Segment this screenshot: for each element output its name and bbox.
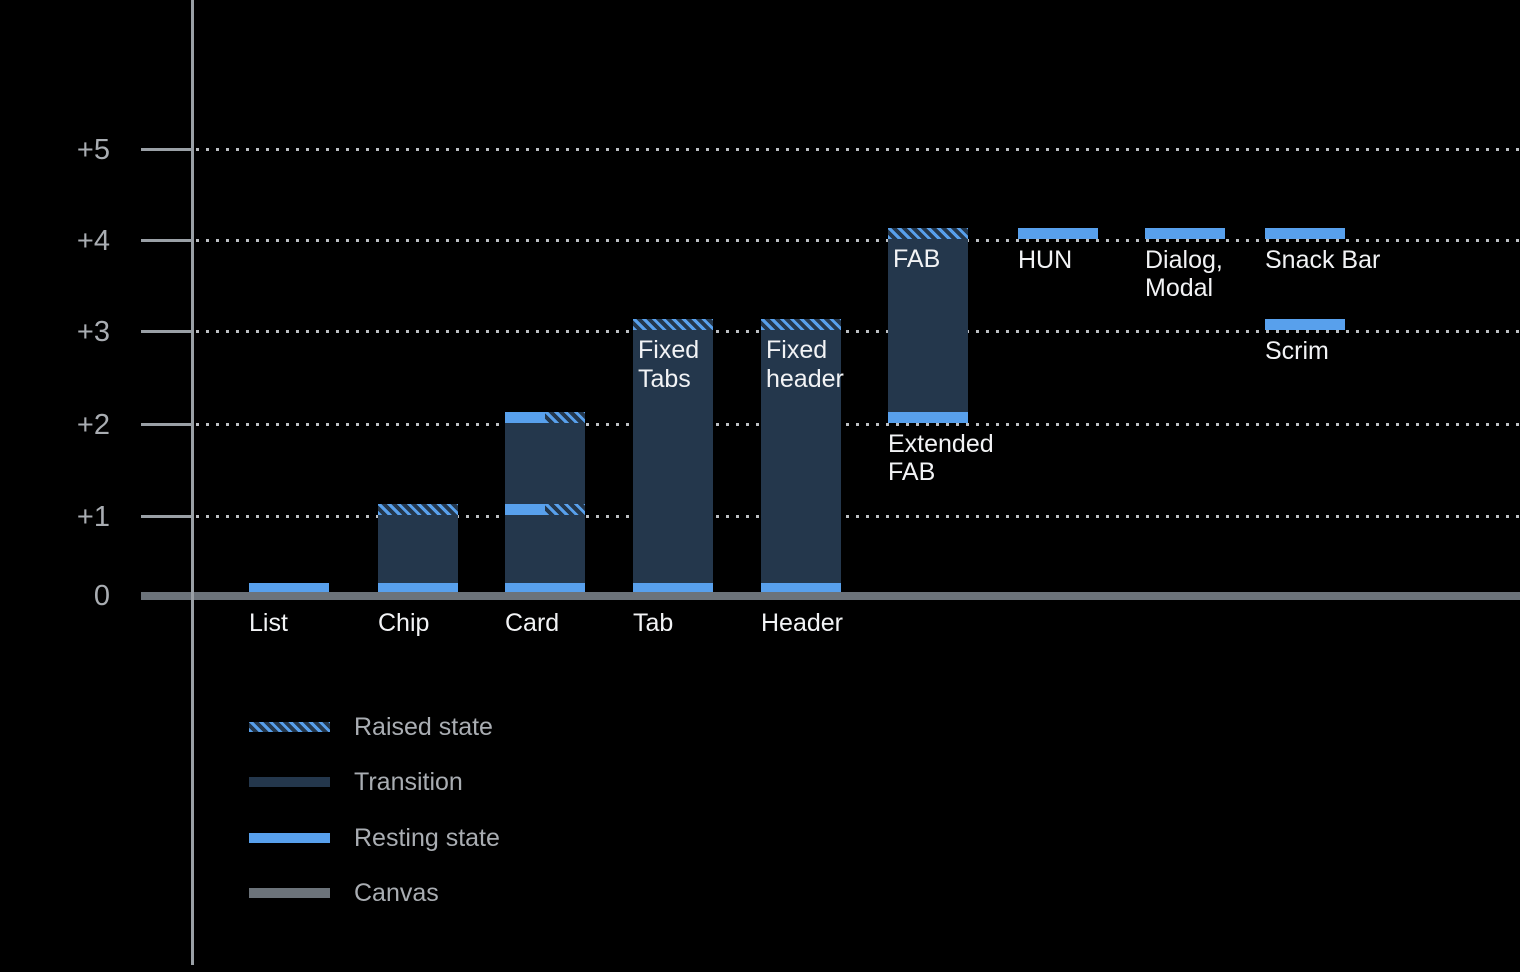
- axis-tick: [141, 515, 193, 518]
- header-segment-resting: [761, 583, 841, 592]
- canvas-swatch: [249, 888, 330, 898]
- chip-segment-transition: [378, 515, 458, 583]
- dialog-modal-label: Dialog, Modal: [1145, 246, 1223, 302]
- y-axis-label: +5: [76, 134, 110, 166]
- y-axis-label: +4: [76, 225, 110, 257]
- resting-swatch: [249, 833, 330, 843]
- raised-swatch: [249, 722, 330, 732]
- card-segment-resting: [505, 583, 585, 592]
- legend-item-transition: Transition: [249, 766, 463, 798]
- gridline: [196, 239, 1520, 242]
- card-segment-transition: [505, 515, 585, 583]
- y-axis-label: +1: [76, 501, 110, 533]
- fab-segment-resting: [888, 412, 968, 423]
- hun-label: HUN: [1018, 246, 1073, 274]
- tab-segment-transition: [633, 330, 713, 583]
- y-axis-label: +3: [76, 316, 110, 348]
- card-segment-transition: [505, 423, 585, 504]
- gridline: [196, 148, 1520, 151]
- chip-label: Chip: [378, 609, 430, 637]
- tab-segment-raised: [633, 319, 713, 330]
- fab-label: Extended FAB: [888, 430, 994, 486]
- axis-tick: [141, 423, 193, 426]
- fab-segment-raised: [888, 228, 968, 239]
- tab-segment-resting: [633, 583, 713, 592]
- legend-item-canvas: Canvas: [249, 877, 439, 909]
- card-segment-split: [505, 504, 585, 515]
- tab-label: Tab: [633, 609, 674, 637]
- header-inside-label: Fixed header: [766, 336, 844, 393]
- y-axis-label: +2: [76, 409, 110, 441]
- card-split-raised: [545, 412, 585, 423]
- fab-inside-label: FAB: [893, 245, 941, 273]
- chip-segment-resting: [378, 583, 458, 592]
- chip-segment-raised: [378, 504, 458, 515]
- axis-tick: [141, 330, 193, 333]
- card-segment-split: [505, 412, 585, 423]
- gridline: [196, 515, 1520, 518]
- card-split-resting: [505, 412, 545, 423]
- gridline: [196, 330, 1520, 333]
- card-split-raised: [545, 504, 585, 515]
- dialog-modal-segment-resting: [1145, 228, 1225, 239]
- list-label: List: [249, 609, 288, 637]
- fab-segment-transition: [888, 239, 968, 412]
- canvas-baseline: [141, 592, 1520, 600]
- transition-swatch: [249, 777, 330, 787]
- legend-label-raised: Raised state: [354, 713, 493, 741]
- card-split-resting: [505, 504, 545, 515]
- legend-label-canvas: Canvas: [354, 879, 439, 907]
- y-axis-line: [191, 0, 194, 965]
- hun-segment-resting: [1018, 228, 1098, 239]
- legend-item-resting: Resting state: [249, 822, 500, 854]
- header-label: Header: [761, 609, 843, 637]
- scrim-label: Scrim: [1265, 337, 1329, 365]
- gridline: [196, 423, 1520, 426]
- legend-item-raised: Raised state: [249, 711, 493, 743]
- snack-bar-segment-resting: [1265, 228, 1345, 239]
- legend-label-transition: Transition: [354, 768, 463, 796]
- tab-inside-label: Fixed Tabs: [638, 336, 700, 393]
- header-segment-raised: [761, 319, 841, 330]
- list-segment-resting: [249, 583, 329, 592]
- header-segment-transition: [761, 330, 841, 583]
- axis-tick: [141, 239, 193, 242]
- scrim-segment-resting: [1265, 319, 1345, 330]
- axis-tick: [141, 148, 193, 151]
- y-axis-label: 0: [93, 580, 110, 612]
- card-label: Card: [505, 609, 560, 637]
- snack-bar-label: Snack Bar: [1265, 246, 1381, 274]
- legend-label-resting: Resting state: [354, 824, 500, 852]
